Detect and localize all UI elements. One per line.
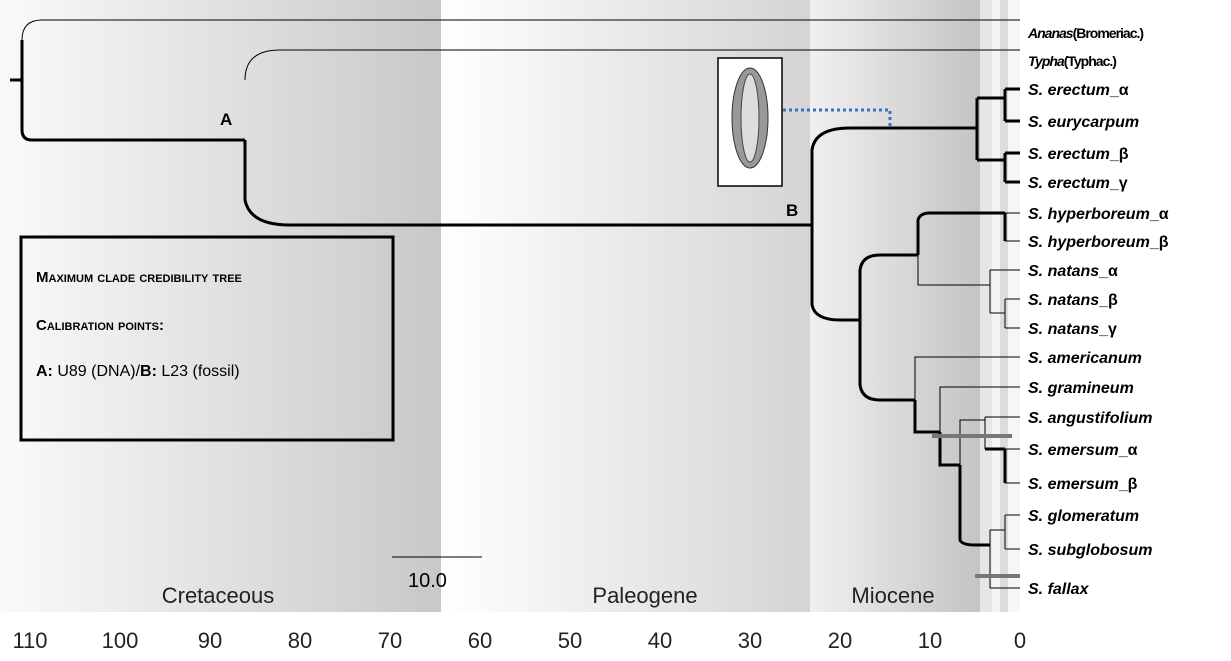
taxon-label: S. angustifolium [1028,410,1152,427]
taxon-label: S. americanum [1028,350,1142,367]
taxon-suffix: _α [1109,82,1129,99]
taxon-suffix: _α [1149,206,1169,223]
taxon-label: S. hyperboreum_β [1028,234,1169,251]
taxon-name: S. angustifolium [1028,410,1152,427]
tick-label: 0 [1014,628,1026,653]
taxon-label: Ananas(Bromeriac.) [1027,25,1143,41]
taxon-label: S. fallax [1028,581,1090,598]
taxon-label: S. glomeratum [1028,508,1139,525]
taxon-name: Typha [1028,53,1065,69]
taxon-name: S. hyperboreum [1028,206,1150,223]
taxon-label: S. eurycarpum [1028,114,1139,131]
taxon-name: S. fallax [1028,581,1090,598]
tick-label: 70 [378,628,402,653]
taxon-name: S. natans [1028,263,1099,280]
legend-title: Maximum clade credibility tree [36,269,242,286]
axis: 110 100 90 80 70 60 50 40 30 20 10 0 [12,628,1026,653]
era-label: Miocene [851,583,934,608]
text: L23 (fossil) [157,363,240,380]
taxon-name: S. natans [1028,321,1099,338]
taxon-suffix: _γ [1109,175,1128,192]
taxon-name: S. americanum [1028,350,1142,367]
era-label: Cretaceous [162,583,275,608]
taxon-label: S. natans_α [1028,263,1118,280]
taxon-suffix: _α [1098,263,1118,280]
tick-label: 100 [102,628,139,653]
tick-label: 20 [828,628,852,653]
taxon-label: S. erectum_α [1028,82,1129,99]
node-label: A [220,110,232,129]
tick-label: 60 [468,628,492,653]
taxon-suffix: _β [1118,476,1138,493]
taxon-name: S. subglobosum [1028,542,1152,559]
taxon-name: S. erectum [1028,146,1110,163]
tick-label: 80 [288,628,312,653]
taxon-name: S. erectum [1028,82,1110,99]
taxon-suffix: _β [1109,146,1129,163]
taxon-suffix: _β [1098,292,1118,309]
taxon-name: S. gramineum [1028,380,1134,397]
fossil [717,57,892,187]
taxon-suffix: (Bromeriac.) [1073,25,1144,41]
taxon-label: S. erectum_β [1028,146,1129,163]
tick-label: 30 [738,628,762,653]
taxon-suffix: _α [1118,442,1138,459]
scale-label: 10.0 [408,570,447,592]
taxon-suffix: _β [1149,234,1169,251]
tip-labels: Ananas(Bromeriac.) Typha(Typhac.) S. erect… [1027,25,1169,598]
taxon-label: S. emersum_α [1028,442,1138,459]
taxon-label: S. gramineum [1028,380,1134,397]
taxon-name: S. glomeratum [1028,508,1139,525]
text: U89 (DNA)/ [53,363,141,380]
taxon-label: S. erectum_γ [1028,175,1128,192]
tick-label: 90 [198,628,222,653]
era-label: Paleogene [592,583,697,608]
taxon-name: S. eurycarpum [1028,114,1139,131]
tick-label: 40 [648,628,672,653]
taxon-label: S. subglobosum [1028,542,1152,559]
taxon-label: S. natans_β [1028,292,1118,309]
taxon-label: Typha(Typhac.) [1028,53,1116,69]
legend-subtitle: Calibration points: [36,317,164,334]
era-bands [0,0,1008,612]
node-label: B [786,201,798,220]
taxon-name: Ananas [1027,25,1074,41]
taxon-name: S. emersum [1028,476,1119,493]
tick-label: 110 [12,628,47,653]
taxon-label: S. hyperboreum_α [1028,206,1169,223]
taxon-name: S. natans [1028,292,1099,309]
legend-calibration: A: U89 (DNA)/B: L23 (fossil) [36,363,240,380]
key: B: [140,363,157,380]
tick-label: 10 [918,628,942,653]
key: A: [36,363,53,380]
taxon-suffix: (Typhac.) [1064,53,1117,69]
taxon-suffix: _γ [1098,321,1117,338]
taxon-name: S. erectum [1028,175,1110,192]
taxon-label: S. natans_γ [1028,321,1117,338]
taxon-name: S. emersum [1028,442,1119,459]
tree [10,19,1020,589]
taxon-label: S. emersum_β [1028,476,1138,493]
taxon-name: S. hyperboreum [1028,234,1150,251]
legend: Maximum clade credibility tree Calibrati… [19,235,395,442]
tick-label: 50 [558,628,582,653]
